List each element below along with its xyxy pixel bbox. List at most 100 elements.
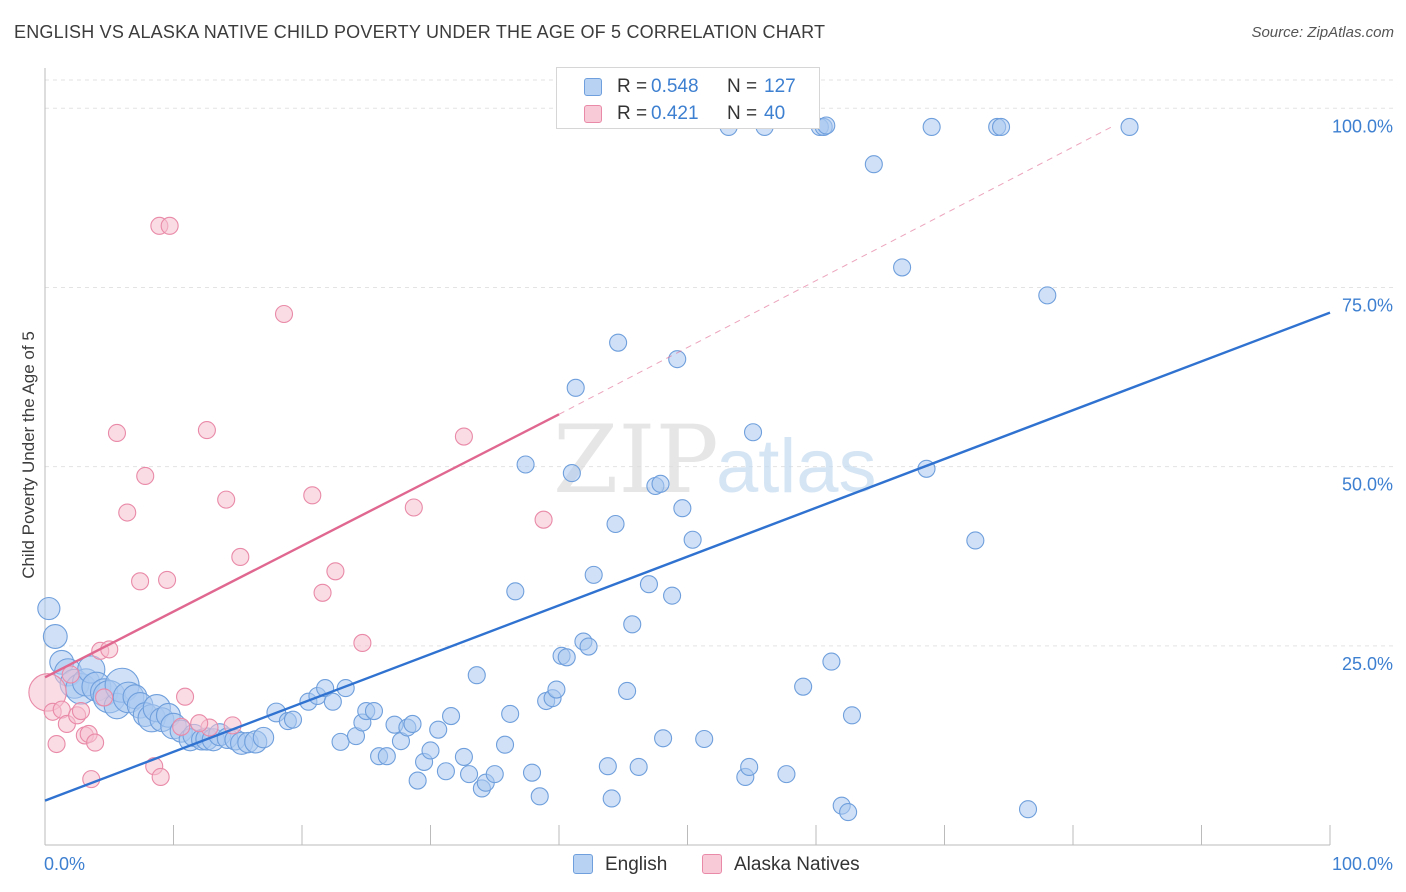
n-label: N = — [727, 76, 758, 97]
english-point — [966, 531, 985, 550]
english-point — [377, 747, 396, 766]
alaska-point — [190, 714, 209, 733]
alaska-point — [172, 717, 191, 736]
english-point — [37, 596, 61, 621]
english-point — [618, 681, 637, 701]
english-point — [522, 763, 542, 782]
alaska-trend-extension — [558, 126, 1112, 415]
alaska-point — [454, 427, 473, 446]
r-value: 0.548 — [651, 76, 699, 97]
axes — [44, 68, 1331, 846]
english-point — [991, 117, 1011, 136]
alaska-point — [86, 733, 105, 752]
english-point — [777, 765, 796, 784]
alaska-point — [231, 547, 250, 567]
watermark: ZIP atlas — [553, 406, 877, 515]
r-label: R = — [617, 76, 648, 97]
english-point — [740, 757, 759, 776]
english-point — [283, 710, 303, 729]
english-point — [562, 464, 581, 483]
alaska-point — [136, 466, 155, 486]
english-point — [1038, 286, 1057, 305]
alaska-trend-line — [44, 413, 560, 679]
english-point — [695, 729, 714, 749]
chart-title: ENGLISH VS ALASKA NATIVE CHILD POVERTY U… — [14, 22, 826, 42]
english-point — [651, 474, 670, 493]
watermark-atlas: atlas — [716, 424, 877, 509]
english-point — [501, 704, 520, 723]
english-point — [516, 455, 535, 474]
english-point — [547, 680, 566, 699]
english-trend-line — [44, 311, 1331, 802]
n-value: 127 — [764, 76, 796, 97]
r-label: R = — [617, 103, 648, 124]
y-tick-label: 100.0% — [1332, 116, 1393, 136]
english-point — [606, 514, 625, 534]
english-point — [864, 155, 883, 174]
alaska-point — [353, 633, 372, 653]
english-point — [495, 735, 515, 754]
english-point — [609, 333, 628, 352]
y-axis-label: Child Poverty Under the Age of 5 — [19, 331, 38, 579]
english-point — [408, 771, 427, 790]
legend-row-alaska: R = 0.421 N = 40 — [557, 100, 819, 128]
alaska-point — [95, 688, 114, 707]
english-point — [602, 789, 621, 808]
english-point — [629, 757, 648, 776]
correlation-legend: R = 0.548 N = 127 R = 0.421 N = 40 — [556, 67, 820, 129]
y-tick-label: 75.0% — [1342, 295, 1393, 315]
alaska-point — [176, 687, 195, 706]
series-legend: English Alaska Natives — [0, 852, 1406, 878]
english-point — [429, 720, 448, 739]
english-point — [922, 117, 941, 136]
alaska-point — [158, 570, 177, 589]
alaska-point — [303, 486, 322, 505]
english-point — [467, 666, 486, 685]
alaska-point — [313, 583, 332, 602]
watermark-zip: ZIP — [553, 406, 719, 515]
x-tick-label-min: 0.0% — [44, 854, 85, 874]
alaska-point — [274, 304, 294, 324]
alaska-points — [28, 216, 553, 789]
english-point — [623, 615, 642, 634]
english-point — [530, 787, 549, 806]
english-point — [822, 652, 841, 671]
english-point — [598, 757, 617, 776]
english-point — [1018, 800, 1038, 819]
r-value: 0.421 — [651, 103, 699, 124]
english-point — [436, 762, 455, 781]
english-point — [663, 586, 682, 605]
alaska-point — [534, 510, 553, 529]
english-point — [566, 378, 585, 397]
english-point — [331, 732, 350, 751]
english-point — [421, 741, 440, 760]
english-point — [654, 729, 673, 748]
english-point — [364, 701, 384, 721]
english-point — [668, 350, 687, 369]
alaska-point — [404, 498, 423, 517]
alaska-swatch — [584, 105, 602, 123]
english-points — [37, 116, 1139, 822]
english-point — [459, 765, 479, 784]
english-point — [1120, 117, 1139, 136]
english-point — [454, 747, 473, 766]
english-point — [743, 423, 763, 442]
english-point — [323, 692, 342, 711]
trend-lines — [44, 126, 1331, 802]
alaska-legend-label: Alaska Natives — [734, 854, 860, 875]
n-value: 40 — [764, 103, 786, 124]
english-point — [639, 575, 659, 594]
alaska-point — [131, 572, 150, 591]
alaska-point — [71, 701, 91, 721]
english-point — [506, 582, 525, 601]
alaska-point — [217, 490, 236, 509]
y-tick-label: 25.0% — [1342, 654, 1393, 674]
english-legend-swatch — [573, 854, 593, 874]
english-point — [42, 624, 68, 649]
source-label: Source: ZipAtlas.com — [1251, 24, 1394, 41]
english-point — [794, 677, 813, 696]
alaska-point — [47, 734, 66, 754]
english-point — [442, 707, 461, 726]
english-point — [485, 765, 504, 784]
